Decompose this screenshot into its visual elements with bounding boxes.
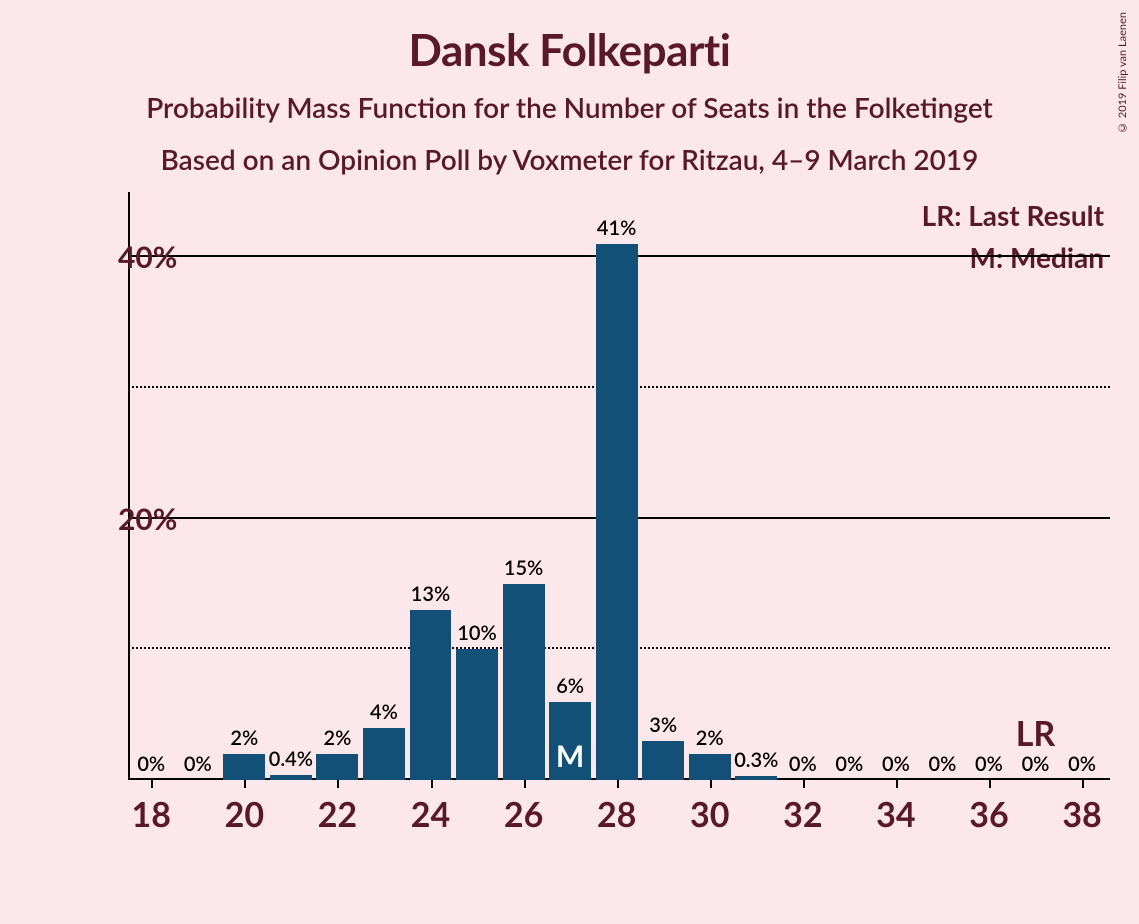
bar-value-label: 0% <box>835 752 863 780</box>
bar-value-label: 41% <box>597 216 636 244</box>
bar-slot: 0.3% <box>733 192 780 780</box>
x-tick-label: 34 <box>876 780 915 835</box>
bar-slot: 6% M <box>547 192 594 780</box>
bar: 6%M <box>549 702 591 780</box>
bar-value-label: 13% <box>411 582 450 610</box>
bar-value-label: 0% <box>1022 752 1050 780</box>
bar: 15% <box>503 584 545 780</box>
bar-slot: 2% <box>314 192 361 780</box>
copyright-text: © 2019 Filip van Laenen <box>1116 12 1129 134</box>
bar-slot: 0% <box>1059 192 1106 780</box>
chart-title: Dansk Folkeparti <box>0 0 1139 76</box>
bar-slot: 0% <box>826 192 873 780</box>
x-tick-label: 32 <box>783 780 822 835</box>
x-tick-label: 28 <box>597 780 636 835</box>
bar-value-label: 0.3% <box>734 748 778 776</box>
bar-value-label: 6% <box>556 674 584 702</box>
bar: 41% <box>596 244 638 780</box>
bar: 4% <box>363 728 405 780</box>
bar-value-label: 0% <box>929 752 957 780</box>
bar-value-label: 0% <box>789 752 817 780</box>
last-result-marker: LR <box>1016 713 1056 754</box>
bar-slot: 13% <box>407 192 454 780</box>
bar-value-label: 0% <box>882 752 910 780</box>
bar: 0.3% <box>735 776 777 780</box>
bar-value-label: 2% <box>230 726 258 754</box>
chart-subtitle-1: Probability Mass Function for the Number… <box>0 90 1139 124</box>
bar-slot: 4% <box>361 192 408 780</box>
bar: 2% <box>316 754 358 780</box>
bar-slot: 0% <box>966 192 1013 780</box>
bar-value-label: 4% <box>370 700 398 728</box>
bar-value-label: 0% <box>137 752 165 780</box>
bar: 3% <box>642 741 684 780</box>
bar-value-label: 10% <box>457 621 496 649</box>
bar-slot: 0% <box>780 192 827 780</box>
y-tick-label: 40% <box>118 239 128 275</box>
x-tick-label: 38 <box>1062 780 1101 835</box>
chart-subtitle-2: Based on an Opinion Poll by Voxmeter for… <box>0 142 1139 176</box>
bar-slot: 10% <box>454 192 501 780</box>
bar-slot: 2% <box>686 192 733 780</box>
x-tick-label: 36 <box>969 780 1008 835</box>
bar-value-label: 2% <box>696 726 724 754</box>
bar-value-label: 2% <box>323 726 351 754</box>
bar-slot: 0.4% <box>268 192 315 780</box>
bar-value-label: 0% <box>1068 752 1096 780</box>
bar: 0.4% <box>270 775 312 780</box>
median-marker: M <box>556 738 584 774</box>
x-tick-label: 18 <box>132 780 171 835</box>
bar-value-label: 15% <box>504 556 543 584</box>
bar-value-label: 0.4% <box>269 747 313 775</box>
bar: 13% <box>410 610 452 780</box>
chart-area: LR: Last Result M: Median 20%40%0%0%2%0.… <box>60 192 1110 832</box>
bar-slot: 41% <box>593 192 640 780</box>
bar-value-label: 3% <box>649 713 677 741</box>
x-tick-label: 22 <box>318 780 357 835</box>
x-tick-label: 26 <box>504 780 543 835</box>
bar-slot: 15% <box>500 192 547 780</box>
bar-slot: 0% <box>175 192 222 780</box>
bar: 10% <box>456 649 498 780</box>
bar: 2% <box>223 754 265 780</box>
bar: 2% <box>689 754 731 780</box>
bar-slot: 0% <box>919 192 966 780</box>
bar-value-label: 0% <box>975 752 1003 780</box>
y-tick-label: 20% <box>118 501 128 537</box>
bar-slot: 0% <box>873 192 920 780</box>
x-tick-label: 20 <box>225 780 264 835</box>
x-tick-label: 24 <box>411 780 450 835</box>
bar-slot: 0% <box>128 192 175 780</box>
bar-slot: 3% <box>640 192 687 780</box>
bar-slot: 2% <box>221 192 268 780</box>
bar-slot: 0%LR <box>1012 192 1059 780</box>
x-tick-label: 30 <box>690 780 729 835</box>
plot-area: LR: Last Result M: Median 20%40%0%0%2%0.… <box>128 192 1110 780</box>
bar-value-label: 0% <box>184 752 212 780</box>
